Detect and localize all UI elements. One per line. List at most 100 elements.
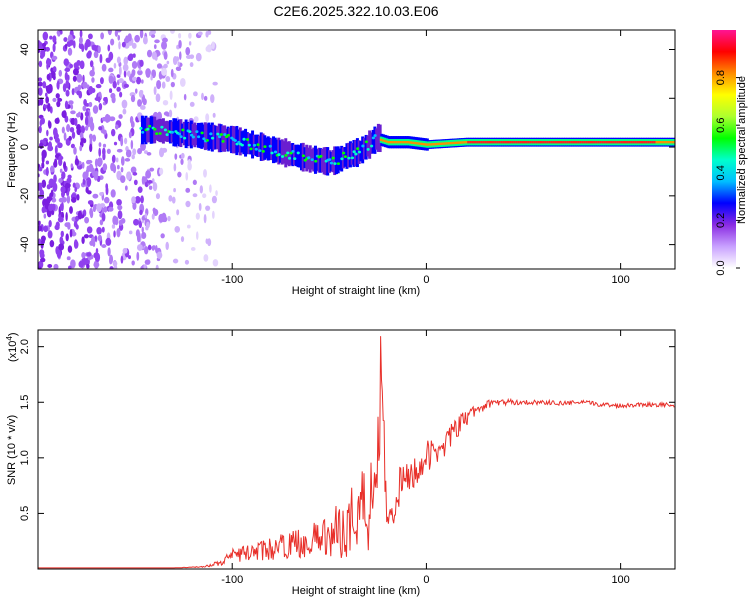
noise-speckle (142, 98, 147, 106)
ridge-peak (513, 140, 517, 144)
noise-speckle (185, 47, 191, 56)
noise-speckle (144, 150, 148, 154)
ridge-band (366, 135, 370, 157)
noise-speckle (87, 33, 93, 40)
noise-speckle (91, 167, 96, 177)
noise-speckle (153, 44, 157, 49)
ridge-peak (581, 140, 585, 144)
ridge-band (273, 137, 277, 163)
ridge-band (371, 129, 375, 154)
noise-speckle (132, 148, 137, 156)
noise-speckle (108, 67, 114, 73)
noise-speckle (201, 92, 204, 101)
ridge-band (251, 130, 255, 159)
noise-speckle (135, 229, 140, 238)
ridge-blob (286, 151, 290, 155)
noise-speckle (126, 70, 131, 77)
ridge-blob (314, 159, 318, 163)
ridge-peak (612, 140, 616, 144)
ridge-peak (393, 140, 396, 144)
ridge-peak (511, 140, 515, 144)
ridge-blob (153, 127, 157, 131)
noise-speckle (150, 75, 153, 81)
noise-speckle (53, 263, 59, 269)
ridge-band (319, 148, 323, 173)
noise-speckle (203, 214, 207, 224)
noise-speckle (197, 31, 203, 36)
noise-speckle (88, 86, 94, 95)
ridge-peak (659, 140, 663, 144)
noise-speckle (151, 69, 157, 79)
noise-speckle (107, 44, 111, 52)
noise-speckle (82, 177, 86, 186)
noise-speckle (74, 117, 78, 126)
noise-speckle (108, 88, 113, 94)
noise-speckle (165, 75, 171, 82)
spectrogram-y-tick-label: 40 (19, 43, 31, 55)
snr-frame (37, 329, 676, 570)
noise-speckle (96, 203, 102, 212)
noise-speckle (59, 236, 64, 245)
noise-speckle (159, 167, 164, 176)
noise-speckle (131, 42, 137, 49)
snr-x-label: Height of straight line (km) (292, 585, 420, 597)
ridge-band (207, 122, 211, 151)
noise-speckle (116, 74, 121, 78)
ridge-band (200, 122, 204, 149)
noise-speckle (120, 175, 126, 183)
ridge-band (282, 141, 286, 164)
spectrogram-y-label: Frequency (Hz) (6, 112, 18, 188)
ridge-band (362, 137, 366, 160)
noise-speckle (112, 80, 117, 89)
noise-speckle (139, 105, 146, 110)
ridge-blob (155, 132, 159, 136)
noise-speckle (45, 46, 50, 52)
noise-speckle (70, 143, 75, 149)
ridge-blob (331, 156, 335, 160)
noise-speckle (144, 246, 149, 255)
ridge-band (179, 119, 183, 148)
noise-speckle (89, 207, 93, 217)
ridge-blob (361, 144, 365, 148)
noise-speckle (109, 116, 116, 122)
noise-speckle (185, 187, 191, 193)
ridge-blob (254, 147, 258, 151)
ridge-blob (160, 125, 164, 129)
snr-plot-area (38, 330, 675, 569)
noise-speckle (46, 198, 52, 203)
ridge-band (361, 136, 365, 164)
spectrogram-marks (38, 30, 675, 269)
ridge-band (214, 125, 218, 150)
ridge-band (230, 125, 234, 154)
noise-speckle (138, 220, 143, 229)
ridge-blob (209, 132, 213, 136)
ridge-peak (618, 140, 622, 144)
ridge-peak (603, 140, 606, 144)
ridge-peak (467, 140, 470, 144)
ridge-band (226, 126, 230, 152)
ridge-band (202, 124, 206, 148)
ridge-peak (469, 140, 472, 144)
ridge-peak (471, 140, 474, 144)
spectrogram-y-ticks: -40 -20 0 20 40 (19, 43, 675, 253)
ridge-band (184, 119, 188, 149)
noise-speckle (212, 112, 216, 118)
ridge-peak (657, 140, 661, 144)
snr-y-tick-label: 1.5 (19, 395, 31, 410)
noise-speckle (68, 100, 74, 105)
noise-speckle (202, 193, 207, 199)
ridge-blob (188, 130, 192, 134)
noise-speckle (140, 195, 144, 204)
ridge-peak (546, 140, 550, 144)
ridge-peak (436, 142, 439, 146)
noise-speckle (66, 195, 71, 204)
ridge-blob (354, 152, 358, 156)
noise-speckle (72, 182, 76, 188)
ridge-peak (490, 140, 494, 144)
noise-speckle (145, 71, 151, 78)
ridge-peak (628, 140, 631, 144)
ridge-band (245, 132, 249, 155)
ridge-peak (560, 140, 564, 144)
noise-speckle (137, 99, 142, 107)
ridge-band (292, 144, 296, 166)
